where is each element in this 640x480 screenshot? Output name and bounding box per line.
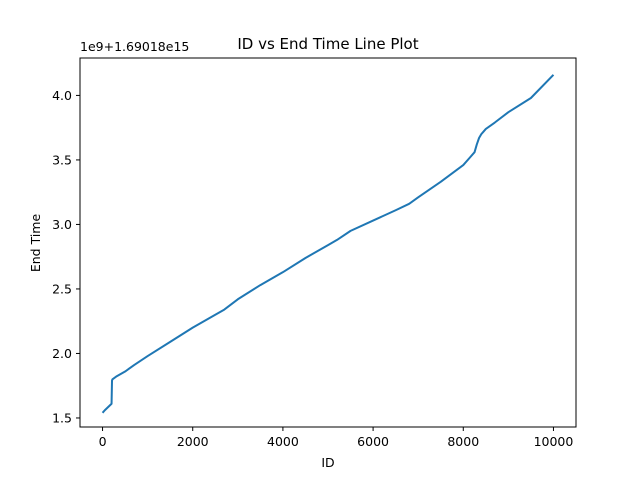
chart-title: ID vs End Time Line Plot [237, 35, 418, 53]
y-tick-label: 3.0 [52, 217, 72, 232]
x-tick-label: 6000 [357, 434, 389, 449]
y-axis-ticks: 1.5 2.0 2.5 3.0 3.5 4.0 [52, 88, 80, 425]
y-tick-label: 2.0 [52, 346, 72, 361]
x-tick-label: 8000 [447, 434, 479, 449]
y-tick-label: 1.5 [52, 410, 72, 425]
x-axis-label: ID [321, 455, 334, 470]
y-tick-label: 4.0 [52, 88, 72, 103]
y-tick-label: 3.5 [52, 152, 72, 167]
series-line-1 [101, 74, 555, 414]
x-tick-label: 4000 [267, 434, 299, 449]
x-tick-label: 10000 [534, 434, 574, 449]
x-axis-ticks: 0 2000 4000 6000 8000 10000 [99, 427, 574, 449]
y-tick-label: 2.5 [52, 281, 72, 296]
series-layer [101, 74, 555, 414]
x-tick-label: 2000 [177, 434, 209, 449]
y-offset-label: 1e9+1.69018e15 [80, 39, 189, 54]
x-tick-label: 0 [99, 434, 107, 449]
y-axis-label: End Time [28, 214, 43, 273]
plot-frame [79, 57, 577, 428]
